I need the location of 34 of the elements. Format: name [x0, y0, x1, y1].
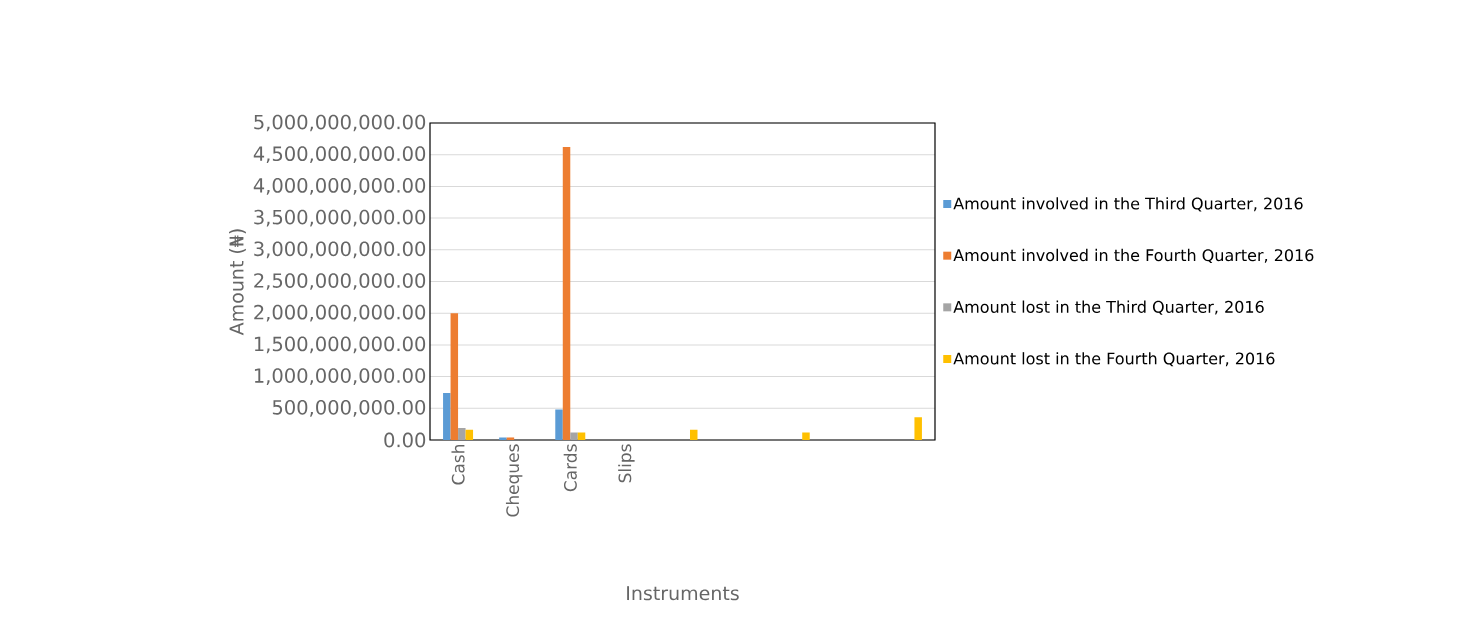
- bar: [458, 427, 466, 440]
- bar: [690, 429, 698, 440]
- bar: [555, 409, 563, 440]
- bar: [802, 432, 810, 440]
- legend-label: Amount involved in the Third Quarter, 2016: [953, 197, 1303, 212]
- y-axis-title: Amount (₦): [229, 229, 246, 336]
- bar: [562, 147, 571, 440]
- y-tick-label: 5,000,000,000.00: [254, 114, 426, 132]
- bar: [450, 313, 459, 440]
- bar: [506, 437, 515, 440]
- bar: [577, 432, 586, 440]
- y-tick-label: 4,500,000,000.00: [253, 146, 426, 164]
- x-axis-title: Instruments: [627, 586, 739, 601]
- y-tick-label: 3,000,000,000.00: [254, 241, 426, 259]
- y-tick-label: 1,000,000,000.00: [254, 368, 426, 385]
- bar: [570, 432, 578, 440]
- y-tick-label: 1,500,000,000.00: [254, 336, 426, 354]
- x-tick-label: Cheques: [505, 444, 523, 517]
- legend-label: Amount lost in the Third Quarter, 2016: [953, 300, 1264, 315]
- bar: [499, 437, 507, 440]
- y-tick-label: 2,000,000,000.00: [254, 304, 426, 322]
- bar: [465, 429, 474, 440]
- y-tick-label: 0.00: [384, 432, 426, 448]
- legend-label: Amount involved in the Fourth Quarter, 2016: [953, 248, 1314, 264]
- x-tick-label: Cards: [563, 444, 577, 492]
- x-tick-label: Cash: [451, 444, 465, 485]
- bar: [914, 417, 922, 440]
- y-tick-label: 3,500,000,000.00: [254, 209, 426, 227]
- bar: [443, 393, 451, 440]
- x-tick-label: Slips: [618, 444, 635, 483]
- y-tick-label: 500,000,000.00: [272, 399, 426, 417]
- y-tick-label: 4,000,000,000.00: [253, 178, 426, 195]
- y-tick-label: 2,500,000,000.00: [254, 273, 426, 290]
- legend-label: Amount lost in the Fourth Quarter, 2016: [953, 352, 1275, 367]
